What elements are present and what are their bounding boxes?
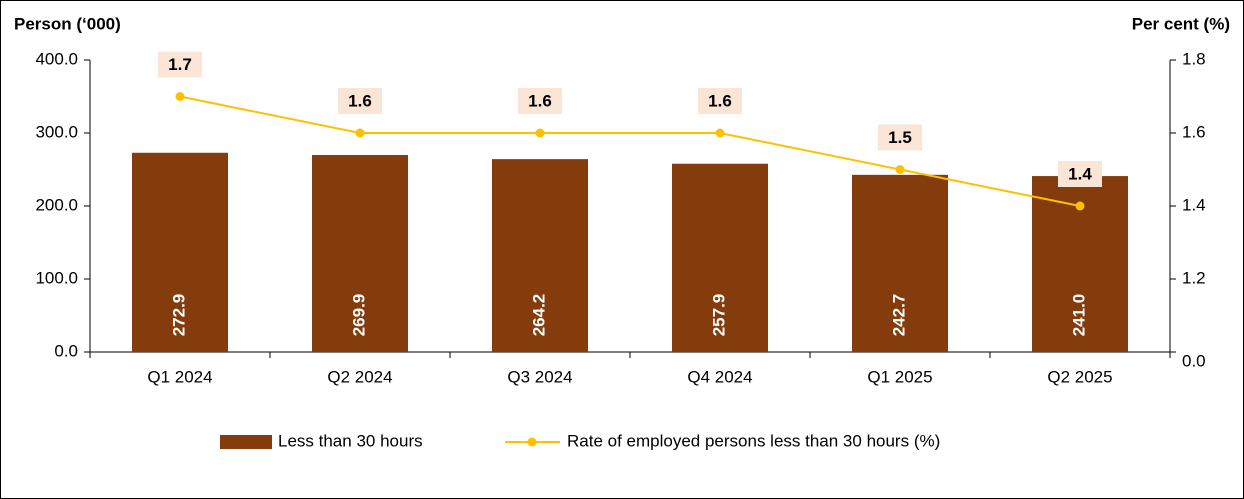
line-label-box — [158, 51, 202, 78]
line-marker — [1075, 201, 1085, 211]
line-marker — [895, 165, 905, 174]
line — [179, 95, 1081, 207]
bar-value-label: 257.9 — [709, 294, 728, 337]
bar — [672, 163, 768, 352]
line-value-label: 1.6 — [708, 91, 732, 110]
y2-tick-label: 1.6 — [1182, 122, 1206, 141]
legend-swatch — [527, 437, 537, 447]
y-axis-title: Person (‘000) — [14, 14, 121, 33]
y-tick-label: 400.0 — [35, 49, 78, 68]
legend-label: Less than 30 hours — [278, 431, 423, 450]
bar — [852, 174, 948, 352]
line-value-label: 1.4 — [1068, 164, 1092, 183]
line-value-label: 1.5 — [888, 128, 912, 147]
legend-swatch — [220, 435, 272, 449]
line-label-box — [338, 88, 382, 114]
x-tick-label: Q1 2024 — [147, 367, 212, 386]
bar-value-label: 241.0 — [1069, 294, 1088, 337]
x-tick-label: Q2 2024 — [327, 367, 392, 386]
y2-tick-label: 1.2 — [1182, 268, 1206, 287]
y-tick-label: 300.0 — [35, 122, 78, 141]
y2-axis-title: Per cent (%) — [1132, 14, 1230, 33]
line-value-label: 1.7 — [168, 55, 192, 74]
bar-value-label: 269.9 — [349, 294, 368, 337]
legend-label: Rate of employed persons less than 30 ho… — [567, 431, 940, 450]
line-label-box — [698, 88, 742, 114]
x-tick-label: Q3 2024 — [507, 367, 572, 386]
y2-tick-label: 1.4 — [1182, 195, 1206, 214]
line-value-label: 1.6 — [348, 91, 372, 110]
bar-value-label: 264.2 — [529, 294, 548, 337]
bar — [492, 159, 588, 352]
line-marker — [715, 128, 725, 138]
line-marker — [175, 92, 185, 101]
line-marker — [355, 128, 365, 138]
bar-value-label: 242.7 — [889, 294, 908, 337]
line-label-box — [878, 124, 922, 151]
y-tick-label: 0.0 — [54, 341, 78, 360]
x-tick-label: Q1 2025 — [867, 367, 932, 386]
y2-tick-label: 0.0 — [1182, 351, 1206, 370]
y-tick-label: 100.0 — [35, 268, 78, 287]
bar — [132, 152, 228, 352]
y-tick-label: 200.0 — [35, 195, 78, 214]
line-marker — [535, 128, 545, 138]
bar — [312, 154, 408, 352]
line-value-label: 1.6 — [528, 91, 552, 110]
x-tick-label: Q4 2024 — [687, 367, 752, 386]
line-label-box — [1058, 161, 1102, 187]
y2-tick-label: 1.8 — [1182, 49, 1206, 68]
line-label-box — [518, 88, 562, 114]
bar-value-label: 272.9 — [169, 294, 188, 337]
x-tick-label: Q2 2025 — [1047, 367, 1112, 386]
